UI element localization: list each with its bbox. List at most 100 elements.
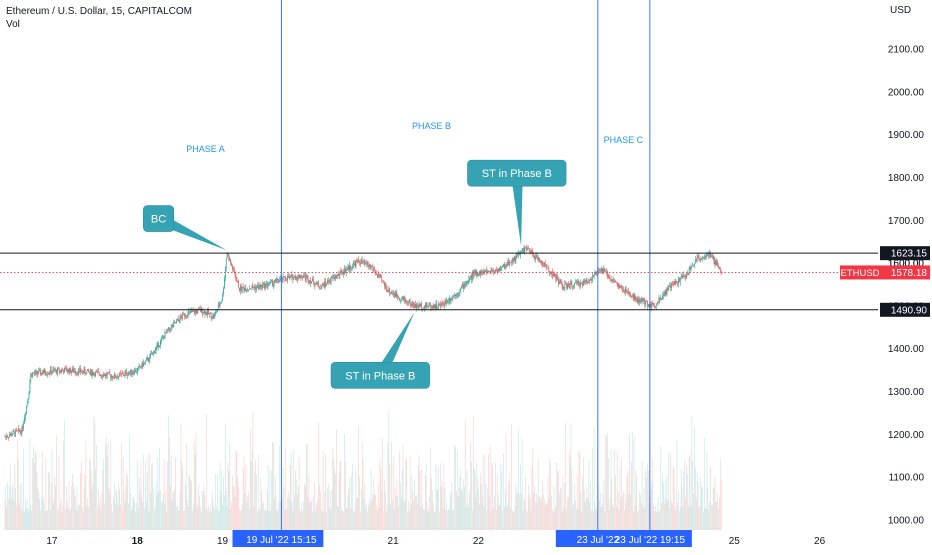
volume-bar	[24, 511, 25, 530]
volume-bar	[272, 441, 273, 530]
volume-bar	[230, 508, 232, 530]
volume-bar	[524, 500, 526, 530]
candle-body	[383, 281, 384, 283]
candle-body	[526, 247, 527, 251]
candle-body	[136, 371, 137, 373]
volume-bar	[396, 478, 398, 530]
candle-body	[141, 362, 143, 368]
candle-body	[225, 258, 227, 268]
volume-bar	[671, 502, 673, 530]
candle-body	[634, 294, 636, 300]
candle-body	[42, 372, 44, 375]
volume-bar	[163, 459, 165, 530]
candle-body	[445, 301, 447, 304]
level-tag	[880, 265, 930, 280]
volume-bar	[408, 511, 410, 530]
callout-box	[330, 361, 430, 389]
candle-body	[448, 297, 450, 302]
volume-bar	[174, 488, 176, 530]
candle-body	[65, 367, 66, 369]
volume-bar	[95, 468, 96, 530]
volume-bar	[78, 504, 80, 530]
candle-body	[484, 270, 486, 272]
candle-body	[644, 299, 646, 305]
candle-body	[26, 401, 28, 407]
candle-body	[578, 281, 580, 284]
candle-body	[193, 310, 194, 312]
volume-bar	[449, 495, 451, 530]
candle-body	[173, 322, 175, 327]
candle-body	[670, 285, 671, 288]
volume-bar	[375, 495, 376, 530]
volume-bar	[585, 498, 587, 530]
volume-bar	[392, 499, 393, 530]
volume-bar	[709, 501, 710, 530]
candle-body	[642, 299, 644, 301]
volume-bar	[615, 506, 617, 530]
volume-bar	[607, 433, 608, 530]
volume-bar	[84, 475, 86, 530]
candle-body	[607, 271, 608, 277]
volume-bar	[400, 496, 402, 530]
candle-body	[58, 368, 60, 372]
volume-bar	[362, 458, 364, 530]
volume-bar	[108, 487, 110, 530]
volume-bar	[551, 495, 552, 530]
volume-bar	[305, 444, 307, 530]
candle-body	[305, 276, 307, 280]
candle-body	[99, 374, 101, 376]
level-tag	[880, 302, 930, 317]
candle-body	[148, 360, 150, 362]
candle-body	[599, 269, 600, 271]
volume-bar	[557, 470, 559, 530]
volume-bar	[583, 490, 585, 530]
volume-bar	[452, 510, 454, 530]
volume-bar	[92, 482, 94, 530]
volume-bar	[4, 500, 6, 530]
level-tag	[880, 246, 930, 261]
volume-bar	[587, 498, 589, 530]
candle-body	[586, 279, 588, 283]
candle-body	[97, 371, 98, 373]
candle-body	[70, 367, 72, 373]
volume-bar	[344, 462, 346, 530]
volume-bar	[37, 487, 39, 530]
volume-bar	[288, 492, 289, 530]
volume-bar	[392, 457, 394, 530]
volume-bar	[492, 467, 494, 530]
volume-bar	[487, 488, 488, 530]
candle-body	[655, 303, 657, 307]
candle-body	[591, 275, 593, 281]
volume-bar	[640, 503, 642, 530]
volume-bar	[365, 508, 367, 530]
candle-body	[435, 303, 437, 309]
volume-bar	[216, 507, 217, 530]
time-tick-label: 18	[132, 536, 144, 547]
volume-bar	[153, 511, 155, 530]
volume-bar	[507, 502, 509, 530]
volume-bar	[119, 488, 120, 530]
volume-bar	[603, 479, 605, 530]
volume-bar	[41, 452, 43, 530]
volume-bar	[539, 496, 541, 530]
volume-bar	[107, 443, 109, 530]
candle-body	[420, 303, 422, 307]
candle-body	[667, 287, 669, 291]
candle-body	[38, 370, 40, 374]
volume-bar	[53, 499, 55, 530]
candle-body	[617, 283, 619, 287]
volume-bar	[399, 451, 400, 530]
candle-body	[317, 281, 319, 284]
candle-body	[677, 282, 678, 284]
volume-bar	[526, 509, 527, 530]
candle-body	[527, 248, 528, 251]
volume-bar	[590, 483, 591, 530]
candle-body	[287, 276, 288, 281]
volume-bar	[129, 435, 130, 530]
candle-body	[430, 304, 431, 308]
candle-body	[643, 299, 645, 301]
candle-body	[151, 354, 152, 355]
volume-bar	[181, 461, 183, 530]
